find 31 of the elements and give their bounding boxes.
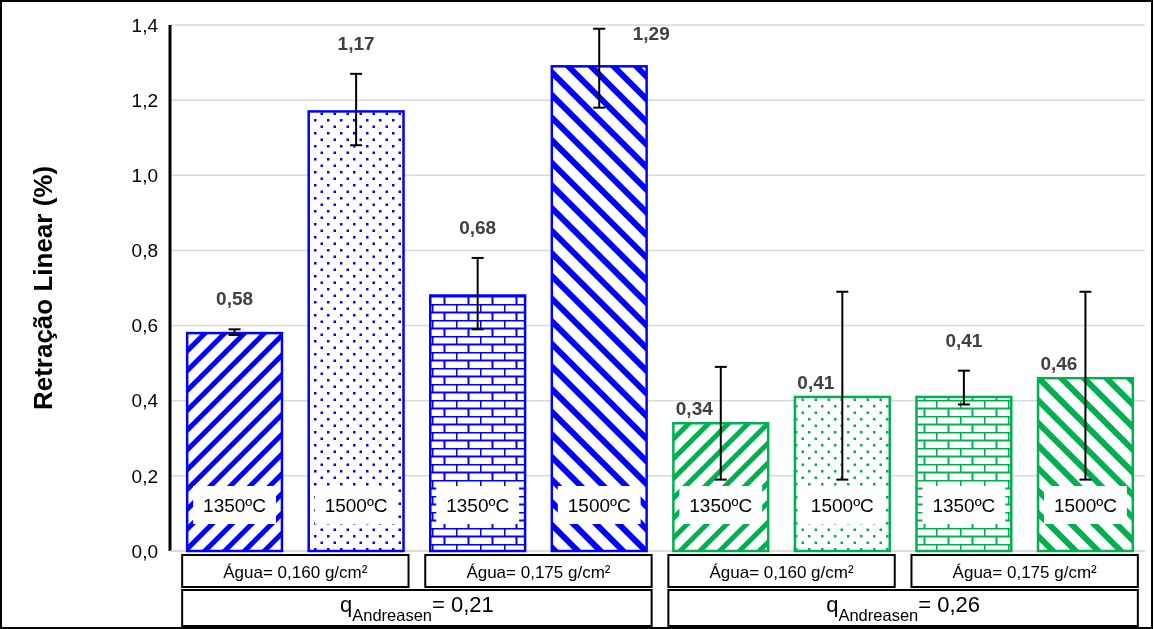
- data-label: 0,34: [675, 398, 714, 420]
- y-tick-label: 1,2: [131, 89, 158, 111]
- y-tick-label: 0,4: [131, 390, 159, 412]
- x-tick-label: 1350ºC: [932, 494, 996, 516]
- x-tick-label: 1500ºC: [1053, 494, 1117, 516]
- data-label: 0,68: [459, 216, 497, 238]
- y-tick-label: 1,0: [131, 164, 158, 186]
- y-tick-label: 0,6: [131, 315, 158, 337]
- data-label: 1,29: [632, 22, 670, 44]
- y-tick-label: 0,0: [131, 540, 158, 562]
- text: Água= 0,175 g/cm²: [466, 563, 611, 582]
- x-tick-label: 1350ºC: [446, 494, 510, 516]
- text: q$_{Andreasen}$= 0,26: [826, 592, 981, 624]
- y-tick-label: 1,4: [131, 14, 159, 36]
- y-axis-title: Retração Linear (%): [28, 165, 58, 411]
- x-tick-label: 1350ºC: [689, 494, 753, 516]
- data-label: 0,58: [216, 288, 254, 310]
- text: q$_{Andreasen}$= 0,21: [339, 592, 494, 624]
- text: Água= 0,175 g/cm²: [952, 563, 1098, 582]
- x-tick-label: 1500ºC: [567, 494, 631, 516]
- y-tick-label: 0,8: [131, 240, 158, 262]
- text: Água= 0,160 g/cm²: [709, 563, 854, 582]
- text: Água= 0,160 g/cm²: [223, 563, 368, 582]
- data-label: 1,17: [337, 32, 375, 54]
- x-tick-label: 1500ºC: [324, 494, 388, 516]
- y-tick-label: 0,2: [131, 465, 158, 487]
- data-label: 0,41: [945, 329, 983, 351]
- data-label: 0,46: [1040, 353, 1078, 375]
- x-tick-label: 1500ºC: [810, 494, 874, 516]
- data-label: 0,41: [797, 371, 835, 393]
- x-tick-label: 1350ºC: [203, 494, 267, 516]
